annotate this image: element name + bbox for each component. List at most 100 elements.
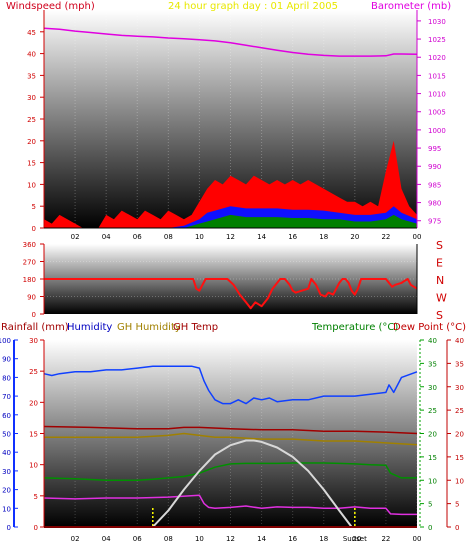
bottom-x-tick-label: 02 (71, 535, 80, 543)
humidity-tick-label: 30 (2, 468, 11, 476)
graph-title: 24 hour graph day : 01 April 2005 (168, 1, 338, 12)
barometer-tick-label: 975 (428, 218, 441, 226)
temperature-tick-label: 25 (428, 407, 437, 415)
rainfall-label: Rainfall (mm) (1, 322, 69, 333)
gh-temp-label: GH Temp (173, 322, 218, 333)
bottom-grid (74, 340, 418, 527)
bottom-x-tick-label: 22 (381, 535, 390, 543)
temperature-tick-label: 40 (428, 337, 437, 345)
windspeed-tick-label: 35 (27, 72, 36, 80)
gh-humidity-label: GH Humidity (117, 322, 181, 333)
direction-tick-label: 360 (23, 241, 36, 249)
bottom-series (43, 365, 418, 528)
rainfall-tick-label: 5 (34, 493, 38, 501)
barometer-tick-label: 1010 (428, 91, 446, 99)
rainfall-ticks: 0 5 10 15 20 25 30 (29, 337, 44, 532)
temperature-tick-label: 15 (428, 454, 437, 462)
windspeed-tick-label: 0 (32, 225, 36, 233)
humidity-tick-label: 40 (2, 449, 11, 457)
humidity-tick-label: 90 (2, 356, 11, 364)
humidity-line (43, 365, 418, 405)
humidity-ticks: 0 10 20 30 40 50 60 70 80 90 100 (0, 337, 18, 532)
direction-series (44, 278, 418, 310)
barometer-line (43, 27, 418, 57)
dew-point-tick-label: 35 (455, 360, 464, 368)
barometer-tick-label: 1000 (428, 127, 446, 135)
wind-direction-line (44, 278, 418, 310)
top-x-tick-label: 08 (164, 233, 173, 241)
barometer-tick-label: 980 (428, 200, 441, 208)
bottom-plot-area (44, 340, 417, 527)
humidity-tick-label: 100 (0, 337, 11, 345)
dew-point-tick-label: 40 (455, 337, 464, 345)
top-x-tick-label: 02 (71, 233, 80, 241)
dew-point-tick-label: 15 (455, 454, 464, 462)
humidity-label: Humidity (67, 322, 112, 333)
top-x-tick-label: 14 (257, 233, 266, 241)
dew-point-line (43, 494, 417, 516)
temperature-line (43, 462, 417, 482)
top-x-ticks: 02 04 06 08 10 12 14 16 18 20 22 00 (71, 233, 422, 241)
temperature-tick-label: 20 (428, 431, 437, 439)
dew-point-tick-label: 0 (455, 524, 459, 532)
bottom-x-tick-label: 00 (413, 535, 422, 543)
direction-grid (44, 261, 417, 297)
rainfall-tick-label: 25 (29, 368, 38, 376)
barometer-tick-label: 1025 (428, 36, 446, 44)
bottom-x-tick-label: 04 (102, 535, 111, 543)
temperature-tick-label: 0 (428, 524, 432, 532)
top-x-tick-label: 06 (133, 233, 142, 241)
bottom-x-overlay-label: 20 (352, 535, 361, 543)
windspeed-axis-title: Windspeed (mph) (6, 1, 95, 12)
bottom-x-ticks: 02 04 06 08 10 12 14 16 18 Sunset 22 00 20 (71, 535, 422, 543)
bottom-x-tick-label: 06 (133, 535, 142, 543)
dew-point-tick-label: 20 (455, 431, 464, 439)
compass-label: N (436, 274, 444, 287)
solar-curve (152, 439, 353, 528)
top-x-tick-label: 18 (319, 233, 328, 241)
humidity-tick-label: 10 (2, 505, 11, 513)
windspeed-tick-label: 10 (27, 181, 36, 189)
compass-label: S (436, 309, 443, 322)
direction-tick-label: 0 (32, 311, 36, 319)
barometer-tick-label: 1015 (428, 72, 446, 80)
dew-point-tick-label: 5 (455, 501, 459, 509)
rainfall-tick-label: 30 (29, 337, 38, 345)
bottom-x-tick-label: 14 (257, 535, 266, 543)
barometer-axis-title: Barometer (mb) (371, 1, 451, 12)
temperature-tick-label: 5 (428, 501, 432, 509)
windspeed-tick-label: 15 (27, 160, 36, 168)
barometer-tick-label: 985 (428, 181, 441, 189)
bottom-x-tick-label: 18 (319, 535, 328, 543)
gh-temp-line (43, 425, 418, 435)
direction-left-ticks: 0 90 180 270 360 (23, 241, 44, 319)
windspeed-tick-label: 5 (32, 203, 36, 211)
bottom-x-tick-label: 16 (288, 535, 297, 543)
barometer-tick-label: 1030 (428, 18, 446, 26)
windspeed-tick-label: 45 (27, 29, 36, 37)
dew-point-tick-label: 25 (455, 407, 464, 415)
windspeed-tick-label: 40 (27, 51, 36, 59)
windspeed-tick-label: 25 (27, 116, 36, 124)
dew-point-tick-label: 10 (455, 477, 464, 485)
rainfall-tick-label: 15 (29, 431, 38, 439)
humidity-tick-label: 0 (7, 524, 11, 532)
bottom-x-tick-label: Sunset (343, 535, 367, 543)
top-x-tick-label: 16 (288, 233, 297, 241)
top-right-ticks: 975 980 985 990 995 1000 1005 1010 1015 1020 1025 1… (417, 18, 446, 226)
dew-point-ticks: 0 5 10 15 20 25 30 35 40 (447, 337, 464, 532)
barometer-tick-label: 990 (428, 163, 441, 171)
dew-point-label: Dew Point (°C) (393, 322, 466, 333)
barometer-tick-label: 995 (428, 145, 441, 153)
compass-label: W (436, 292, 447, 305)
humidity-tick-label: 50 (2, 431, 11, 439)
barometer-tick-label: 1005 (428, 109, 446, 117)
temperature-tick-label: 30 (428, 384, 437, 392)
wind-gust-area (44, 140, 417, 228)
top-x-tick-label: 04 (102, 233, 111, 241)
direction-tick-label: 180 (23, 276, 36, 284)
windspeed-tick-label: 30 (27, 94, 36, 102)
